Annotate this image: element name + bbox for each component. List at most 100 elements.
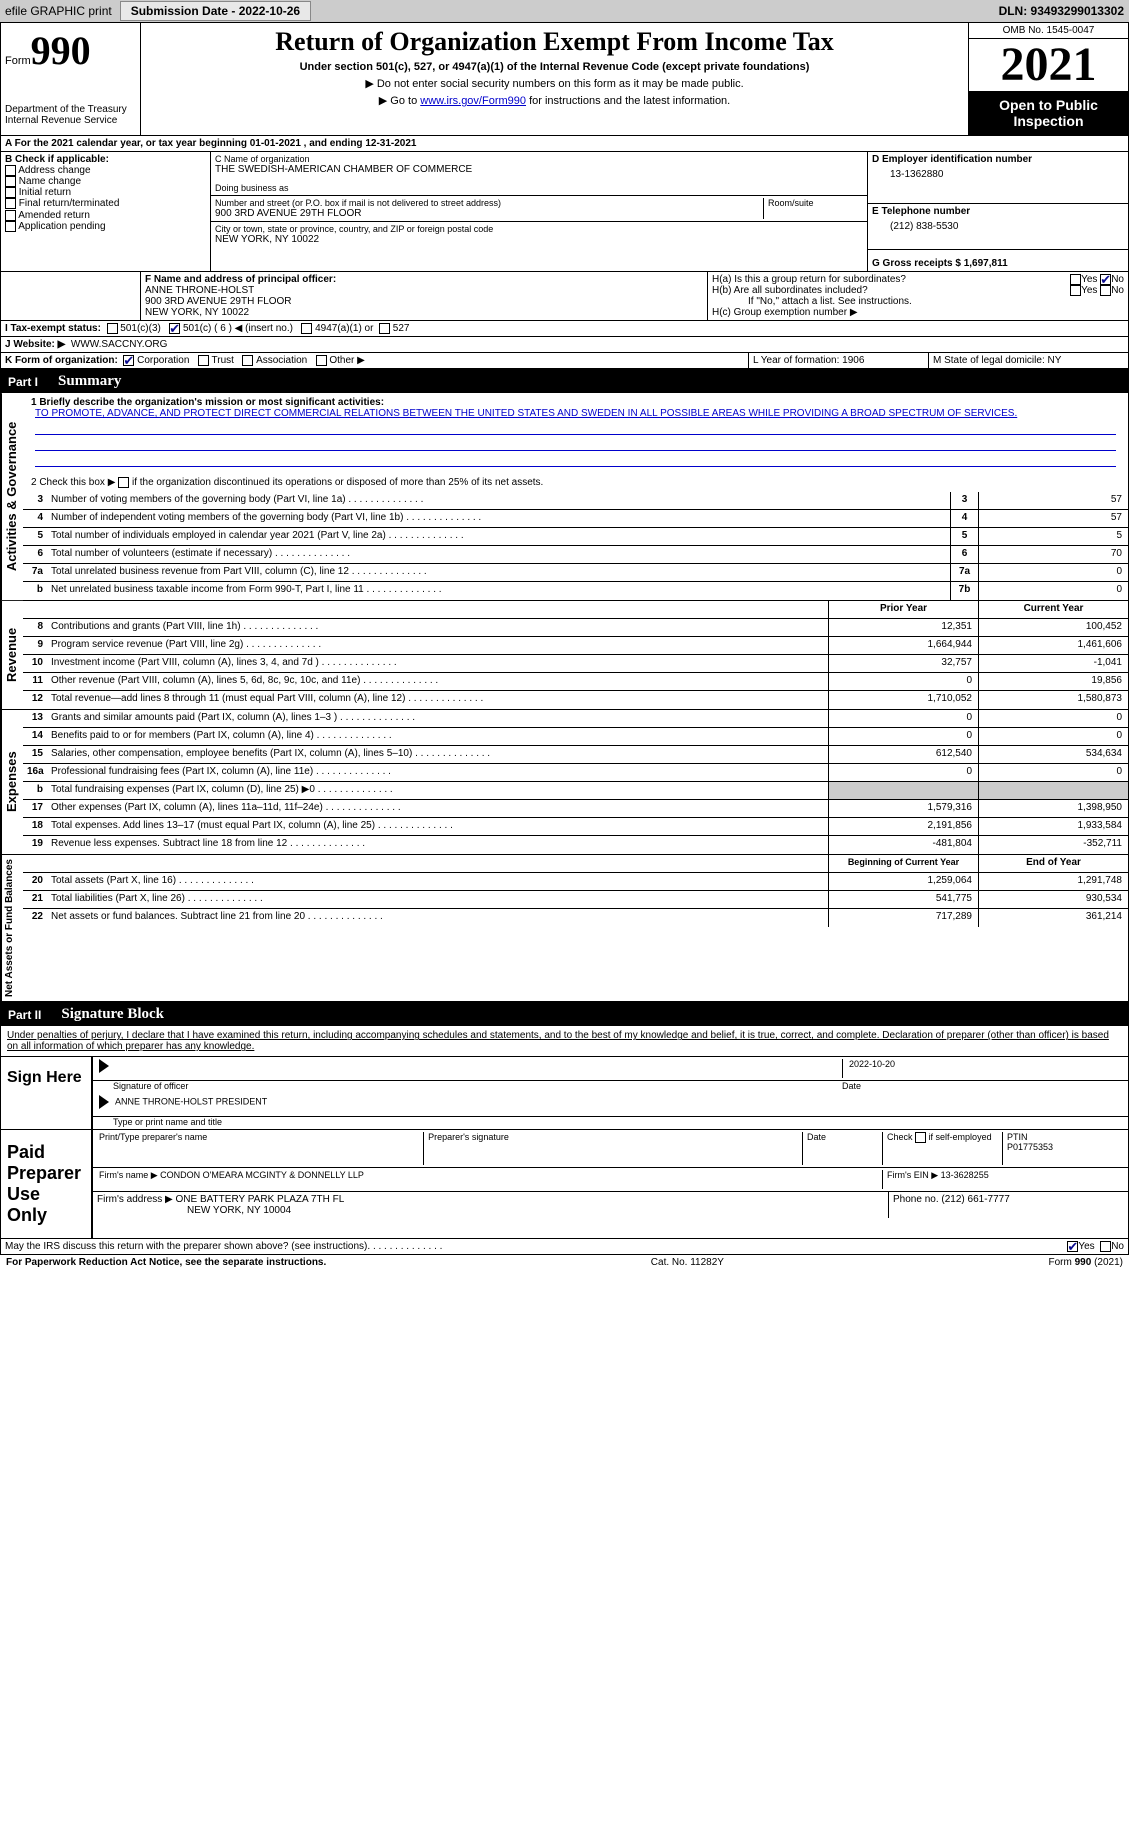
checkbox-initial-return[interactable]	[5, 187, 16, 198]
table-row: 17 Other expenses (Part IX, column (A), …	[23, 800, 1128, 818]
prior-val: 1,579,316	[828, 800, 978, 817]
checkbox-other[interactable]	[316, 355, 327, 366]
table-row: 7a Total unrelated business revenue from…	[23, 564, 1128, 582]
form-number: 990	[31, 28, 91, 73]
prior-val: 1,259,064	[828, 873, 978, 890]
prior-val: 0	[828, 728, 978, 745]
org-address: 900 3RD AVENUE 29TH FLOOR	[215, 208, 763, 219]
checkbox-corp[interactable]	[123, 355, 134, 366]
sign-date: 2022-10-20	[842, 1059, 1122, 1078]
checkbox-trust[interactable]	[198, 355, 209, 366]
prior-val: 0	[828, 673, 978, 690]
prior-val	[828, 782, 978, 799]
checkbox-501c3[interactable]	[107, 323, 118, 334]
firm-ein: 13-3628255	[941, 1170, 989, 1180]
current-val: 57	[978, 492, 1128, 509]
current-val: 1,933,584	[978, 818, 1128, 835]
activities-governance: Activities & Governance 1 Briefly descri…	[0, 393, 1129, 601]
arrow-icon	[99, 1095, 109, 1109]
page-footer: For Paperwork Reduction Act Notice, see …	[0, 1255, 1129, 1270]
ptin: P01775353	[1007, 1142, 1122, 1152]
checkbox-4947[interactable]	[301, 323, 312, 334]
line-box: 7a	[950, 564, 978, 581]
prior-val: 12,351	[828, 619, 978, 636]
current-val: 1,580,873	[978, 691, 1128, 709]
expenses-section: Expenses 13 Grants and similar amounts p…	[0, 710, 1129, 855]
form-title: Return of Organization Exempt From Incom…	[149, 27, 960, 57]
prior-val: 2,191,856	[828, 818, 978, 835]
current-val: 100,452	[978, 619, 1128, 636]
table-row: 11 Other revenue (Part VIII, column (A),…	[23, 673, 1128, 691]
checkbox-app-pending[interactable]	[5, 221, 16, 232]
checkbox-discuss-yes[interactable]	[1067, 1241, 1078, 1252]
checkbox-501c[interactable]	[169, 323, 180, 334]
omb-number: OMB No. 1545-0047	[969, 23, 1128, 39]
irs-link[interactable]: www.irs.gov/Form990	[420, 95, 526, 107]
dept-label: Department of the Treasury Internal Reve…	[5, 104, 136, 126]
revenue-section: Revenue Prior Year Current Year 8 Contri…	[0, 601, 1129, 710]
prior-val: 0	[828, 710, 978, 727]
table-row: 16a Professional fundraising fees (Part …	[23, 764, 1128, 782]
prior-val: 1,710,052	[828, 691, 978, 709]
line-a: A For the 2021 calendar year, or tax yea…	[0, 136, 1129, 152]
prior-val: 541,775	[828, 891, 978, 908]
table-row: 20 Total assets (Part X, line 16) 1,259,…	[23, 873, 1128, 891]
officer-name: ANNE THRONE-HOLST PRESIDENT	[115, 1097, 267, 1107]
current-val: 0	[978, 710, 1128, 727]
table-row: 22 Net assets or fund balances. Subtract…	[23, 909, 1128, 927]
firm-address: ONE BATTERY PARK PLAZA 7TH FL	[176, 1194, 345, 1205]
checkbox-discuss-no[interactable]	[1100, 1241, 1111, 1252]
submission-date-button[interactable]: Submission Date - 2022-10-26	[120, 1, 311, 21]
open-to-public: Open to Public Inspection	[969, 91, 1128, 135]
checkbox-ha-no[interactable]	[1100, 274, 1111, 285]
prior-val: 1,664,944	[828, 637, 978, 654]
current-val: 0	[978, 728, 1128, 745]
arrow-icon	[99, 1059, 109, 1073]
table-row: 14 Benefits paid to or for members (Part…	[23, 728, 1128, 746]
table-row: 19 Revenue less expenses. Subtract line …	[23, 836, 1128, 854]
table-row: 15 Salaries, other compensation, employe…	[23, 746, 1128, 764]
current-val	[978, 782, 1128, 799]
form-word: Form	[5, 55, 31, 67]
side-label-net: Net Assets or Fund Balances	[1, 855, 23, 1001]
table-row: 3 Number of voting members of the govern…	[23, 492, 1128, 510]
checkbox-discontinued[interactable]	[118, 477, 129, 488]
checkbox-527[interactable]	[379, 323, 390, 334]
ein: 13-1362880	[872, 165, 1124, 180]
part-i-header: Part I Summary	[0, 369, 1129, 393]
efile-label: efile GRAPHIC print	[5, 4, 112, 18]
checkbox-self-employed[interactable]	[915, 1132, 926, 1143]
table-row: 10 Investment income (Part VIII, column …	[23, 655, 1128, 673]
line-klm: K Form of organization: Corporation Trus…	[0, 353, 1129, 369]
sign-here-section: Sign Here 2022-10-20 Signature of office…	[0, 1057, 1129, 1130]
paid-preparer-section: Paid Preparer Use Only Print/Type prepar…	[0, 1130, 1129, 1239]
section-fh: F Name and address of principal officer:…	[0, 271, 1129, 321]
current-val: 0	[978, 764, 1128, 781]
current-val: 57	[978, 510, 1128, 527]
checkbox-name-change[interactable]	[5, 176, 16, 187]
side-label-exp: Expenses	[1, 710, 23, 854]
mission-text: TO PROMOTE, ADVANCE, AND PROTECT DIRECT …	[31, 408, 1120, 419]
part-ii-header: Part II Signature Block	[0, 1002, 1129, 1026]
checkbox-hb-yes[interactable]	[1070, 285, 1081, 296]
org-city: NEW YORK, NY 10022	[215, 234, 863, 245]
checkbox-final-return[interactable]	[5, 198, 16, 209]
checkbox-ha-yes[interactable]	[1070, 274, 1081, 285]
note-ssn: ▶ Do not enter social security numbers o…	[149, 77, 960, 90]
checkbox-address-change[interactable]	[5, 165, 16, 176]
line-box: 6	[950, 546, 978, 563]
prior-val: 32,757	[828, 655, 978, 672]
firm-phone: (212) 661-7777	[941, 1194, 1009, 1205]
current-val: 361,214	[978, 909, 1128, 927]
sign-here-label: Sign Here	[1, 1057, 91, 1129]
telephone: (212) 838-5530	[872, 217, 1124, 232]
current-val: 534,634	[978, 746, 1128, 763]
year-formation: L Year of formation: 1906	[748, 353, 928, 368]
box-f: F Name and address of principal officer:…	[141, 272, 708, 320]
gross-receipts: G Gross receipts $ 1,697,811	[872, 252, 1124, 269]
net-assets-section: Net Assets or Fund Balances Beginning of…	[0, 855, 1129, 1002]
table-row: 5 Total number of individuals employed i…	[23, 528, 1128, 546]
website: WWW.SACCNY.ORG	[71, 339, 167, 350]
checkbox-amended[interactable]	[5, 210, 16, 221]
checkbox-assoc[interactable]	[242, 355, 253, 366]
